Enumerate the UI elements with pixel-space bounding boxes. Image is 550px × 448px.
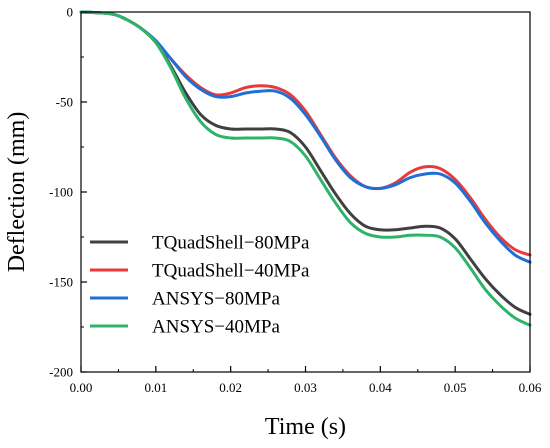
x-axis-title: Time (s)	[265, 414, 346, 440]
legend-label: TQuadShell−40MPa	[152, 261, 310, 282]
series-line-3	[79, 10, 532, 327]
legend-label: ANSYS−80MPa	[152, 289, 280, 310]
x-tick-label: 0.06	[519, 380, 542, 395]
y-tick-label: -200	[49, 365, 73, 380]
y-tick-label: -50	[56, 95, 73, 110]
legend-label: TQuadShell−80MPa	[152, 233, 310, 254]
y-tick-label: -100	[49, 185, 73, 200]
y-tick-label: 0	[67, 5, 74, 20]
x-tick-label: 0.05	[444, 380, 467, 395]
legend-label: ANSYS−40MPa	[152, 317, 280, 338]
series-line-1	[79, 10, 532, 257]
x-tick-label: 0.04	[369, 380, 392, 395]
x-tick-label: 0.02	[219, 380, 242, 395]
legend: TQuadShell−80MPa TQuadShell−40MPa ANSYS−80…	[90, 233, 310, 338]
series-line-2	[79, 10, 532, 264]
ticks-layer: 0.00 0.01 0.02 0.03 0.04 0.05 0.06 0 -50 -100 -150…	[49, 5, 542, 396]
y-axis-title: Deflection (mm)	[4, 112, 30, 273]
x-tick-label: 0.00	[70, 380, 93, 395]
series-layer	[79, 10, 532, 327]
x-tick-label: 0.01	[144, 380, 167, 395]
x-tick-label: 0.03	[294, 380, 317, 395]
y-tick-label: -150	[49, 275, 73, 290]
